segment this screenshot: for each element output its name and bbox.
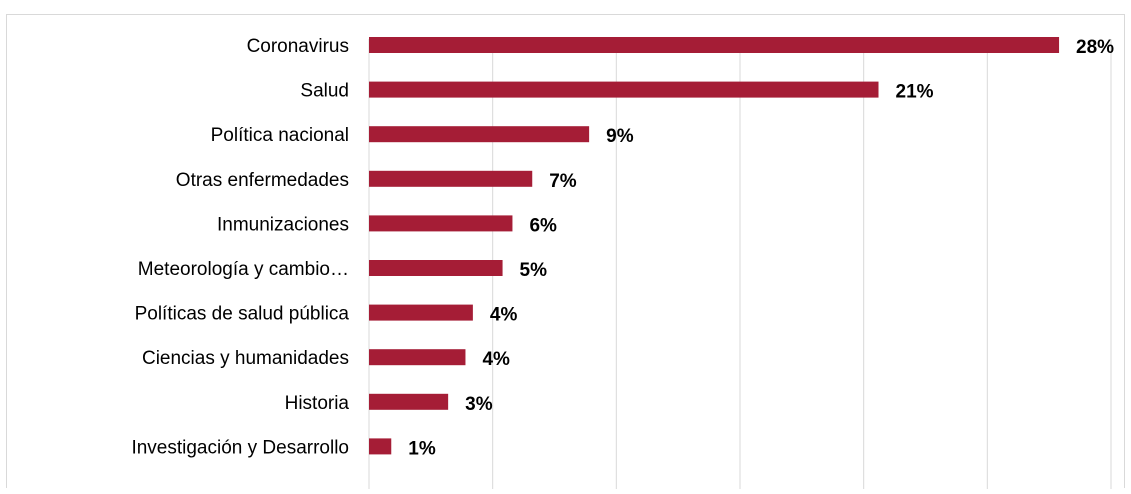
value-label: 5% <box>520 260 548 281</box>
value-label: 9% <box>606 126 634 147</box>
category-labels: Coronavirus Salud Política nacional Otras e… <box>131 36 349 458</box>
value-label: 28% <box>1076 37 1114 58</box>
bar <box>369 81 879 98</box>
bar <box>369 170 533 187</box>
value-label: 4% <box>490 305 518 326</box>
bar <box>369 304 473 321</box>
bar <box>369 393 449 410</box>
bar <box>369 126 590 143</box>
category-label: Política nacional <box>211 125 349 146</box>
bars <box>369 37 1060 455</box>
category-label: Salud <box>300 81 349 102</box>
bar <box>369 349 466 366</box>
chart-frame: Coronavirus Salud Política nacional Otras e… <box>6 14 1125 489</box>
bar <box>369 37 1060 53</box>
value-label: 21% <box>896 82 934 103</box>
value-label: 1% <box>408 438 436 459</box>
category-label: Otras enfermedades <box>176 170 349 191</box>
category-label: Historia <box>285 393 350 414</box>
value-label: 7% <box>549 171 577 192</box>
value-label: 6% <box>529 215 557 236</box>
value-label: 3% <box>465 394 493 415</box>
value-label: 4% <box>482 349 510 370</box>
value-labels: 28% 21% 9% 7% 6% 5% 4% 4% 3% 1% <box>408 37 1114 459</box>
bar-chart: Coronavirus Salud Política nacional Otras e… <box>131 36 1114 489</box>
category-label: Inmunizaciones <box>217 214 349 235</box>
bar <box>369 438 392 455</box>
bar <box>369 260 503 276</box>
bar <box>369 215 513 232</box>
category-label: Investigación y Desarrollo <box>131 437 349 458</box>
grid-lines <box>368 39 1112 489</box>
category-label: Meteorología y cambio… <box>138 259 349 280</box>
category-label: Políticas de salud pública <box>135 304 350 325</box>
category-label: Ciencias y humanidades <box>142 348 349 369</box>
category-label: Coronavirus <box>247 36 349 57</box>
